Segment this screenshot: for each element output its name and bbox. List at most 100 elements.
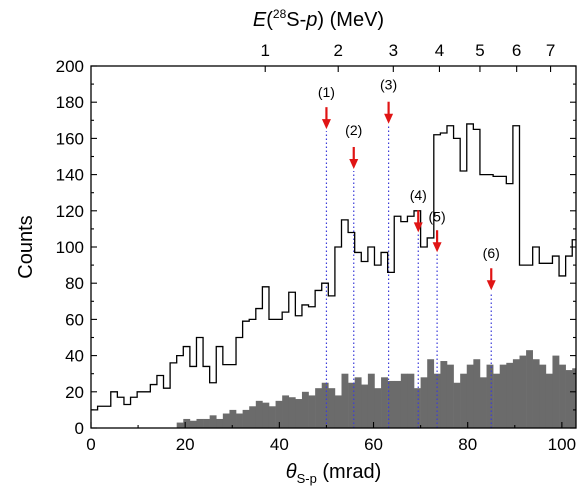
filled-bar bbox=[203, 418, 210, 428]
filled-bar bbox=[407, 373, 415, 428]
filled-bar bbox=[374, 388, 382, 428]
filled-bar bbox=[242, 409, 250, 428]
filled-bar bbox=[433, 373, 441, 428]
filled-bar bbox=[183, 418, 191, 428]
filled-bar bbox=[222, 413, 230, 428]
x-tick-label: 40 bbox=[270, 435, 289, 454]
x-axis-symbol: θ bbox=[286, 461, 297, 483]
y-tick-label: 80 bbox=[65, 274, 84, 293]
axis-ticks: 0 20 40 60 80 100 0 20 40 60 80 100 120 140 160 180 200 1… bbox=[56, 41, 576, 454]
x-tick-label: 20 bbox=[176, 435, 195, 454]
y-tick-label: 0 bbox=[75, 419, 84, 438]
filled-bar bbox=[301, 391, 309, 428]
filled-bar bbox=[236, 413, 243, 428]
step-histogram bbox=[91, 123, 576, 411]
filled-bar bbox=[414, 388, 421, 428]
peak-guide-lines bbox=[325, 125, 492, 428]
filled-bar bbox=[427, 359, 435, 428]
peak-arrow-head bbox=[321, 119, 331, 130]
filled-bar bbox=[361, 384, 369, 428]
filled-histogram bbox=[176, 350, 577, 428]
x-axis-title: θS-p (mrad) bbox=[286, 461, 382, 486]
filled-bar bbox=[479, 377, 487, 428]
filled-bar bbox=[381, 377, 388, 428]
filled-bar bbox=[262, 402, 270, 428]
top-axis-mid: S- bbox=[286, 9, 306, 31]
filled-bar bbox=[249, 406, 257, 428]
filled-bar bbox=[268, 406, 276, 428]
filled-bar bbox=[387, 380, 395, 428]
filled-bar bbox=[282, 395, 290, 428]
filled-bar bbox=[189, 420, 197, 428]
filled-bar bbox=[334, 395, 342, 428]
filled-bar bbox=[288, 397, 296, 428]
top-tick-label: 1 bbox=[260, 41, 269, 60]
x-tick-label: 80 bbox=[458, 435, 477, 454]
y-tick-label: 20 bbox=[65, 383, 84, 402]
filled-bar bbox=[255, 400, 263, 428]
top-tick-label: 2 bbox=[333, 41, 342, 60]
peak-arrow-head bbox=[486, 280, 496, 291]
x-tick-label: 100 bbox=[548, 435, 576, 454]
x-tick-label: 60 bbox=[364, 435, 383, 454]
filled-bar bbox=[532, 359, 540, 428]
filled-bar bbox=[295, 399, 303, 428]
y-tick-label: 60 bbox=[65, 310, 84, 329]
peak-label: (3) bbox=[380, 77, 397, 93]
filled-bar bbox=[526, 350, 533, 428]
y-tick-label: 160 bbox=[56, 129, 84, 148]
filled-bar bbox=[275, 400, 283, 428]
filled-bar bbox=[341, 373, 349, 428]
filled-bar bbox=[506, 362, 514, 428]
filled-bar bbox=[440, 361, 448, 428]
peak-arrow-head bbox=[413, 222, 423, 233]
filled-bar bbox=[400, 373, 408, 428]
top-axis-title: E(28S-p) (MeV) bbox=[253, 7, 384, 31]
filled-bar bbox=[473, 359, 481, 428]
filled-bar bbox=[308, 395, 316, 428]
peak-label: (2) bbox=[345, 122, 362, 138]
x-tick-label: 0 bbox=[86, 435, 95, 454]
top-axis-symbol: E bbox=[253, 9, 267, 31]
peak-arrow-head bbox=[384, 113, 394, 124]
filled-bar bbox=[499, 364, 507, 428]
filled-bar bbox=[460, 373, 468, 428]
top-tick-label: 3 bbox=[389, 41, 398, 60]
filled-bar bbox=[229, 409, 237, 428]
filled-bar bbox=[328, 388, 336, 428]
peak-label: (6) bbox=[483, 245, 500, 261]
top-axis-superscript: 28 bbox=[273, 7, 287, 21]
y-tick-label: 140 bbox=[56, 166, 84, 185]
filled-bar bbox=[367, 373, 375, 428]
peak-arrow-head bbox=[349, 158, 359, 169]
filled-bar bbox=[354, 377, 362, 428]
y-tick-label: 100 bbox=[56, 238, 84, 257]
top-tick-label: 4 bbox=[435, 41, 444, 60]
peak-label: (4) bbox=[410, 187, 427, 203]
filled-bar bbox=[519, 355, 527, 428]
y-tick-label: 120 bbox=[56, 202, 84, 221]
filled-bar bbox=[216, 418, 224, 428]
filled-bar bbox=[565, 370, 573, 428]
top-tick-label: 5 bbox=[475, 41, 484, 60]
filled-bar bbox=[572, 368, 577, 428]
filled-bar bbox=[315, 388, 323, 428]
top-axis-open-paren: ( bbox=[266, 9, 273, 31]
top-tick-label: 6 bbox=[512, 41, 521, 60]
peak-label: (5) bbox=[429, 209, 446, 225]
filled-bar bbox=[545, 373, 553, 428]
peak-label: (1) bbox=[318, 84, 335, 100]
filled-bar bbox=[394, 380, 402, 428]
filled-bar bbox=[512, 359, 520, 428]
filled-bar bbox=[348, 382, 355, 428]
y-axis-title: Counts bbox=[15, 215, 37, 278]
top-tick-label: 7 bbox=[546, 41, 555, 60]
top-axis-italic: p bbox=[305, 9, 317, 31]
filled-bar bbox=[209, 415, 217, 428]
filled-bar bbox=[446, 364, 454, 428]
filled-bar bbox=[486, 364, 494, 428]
filled-bar bbox=[552, 355, 560, 428]
filled-bar bbox=[420, 377, 428, 428]
filled-bar bbox=[559, 364, 566, 428]
